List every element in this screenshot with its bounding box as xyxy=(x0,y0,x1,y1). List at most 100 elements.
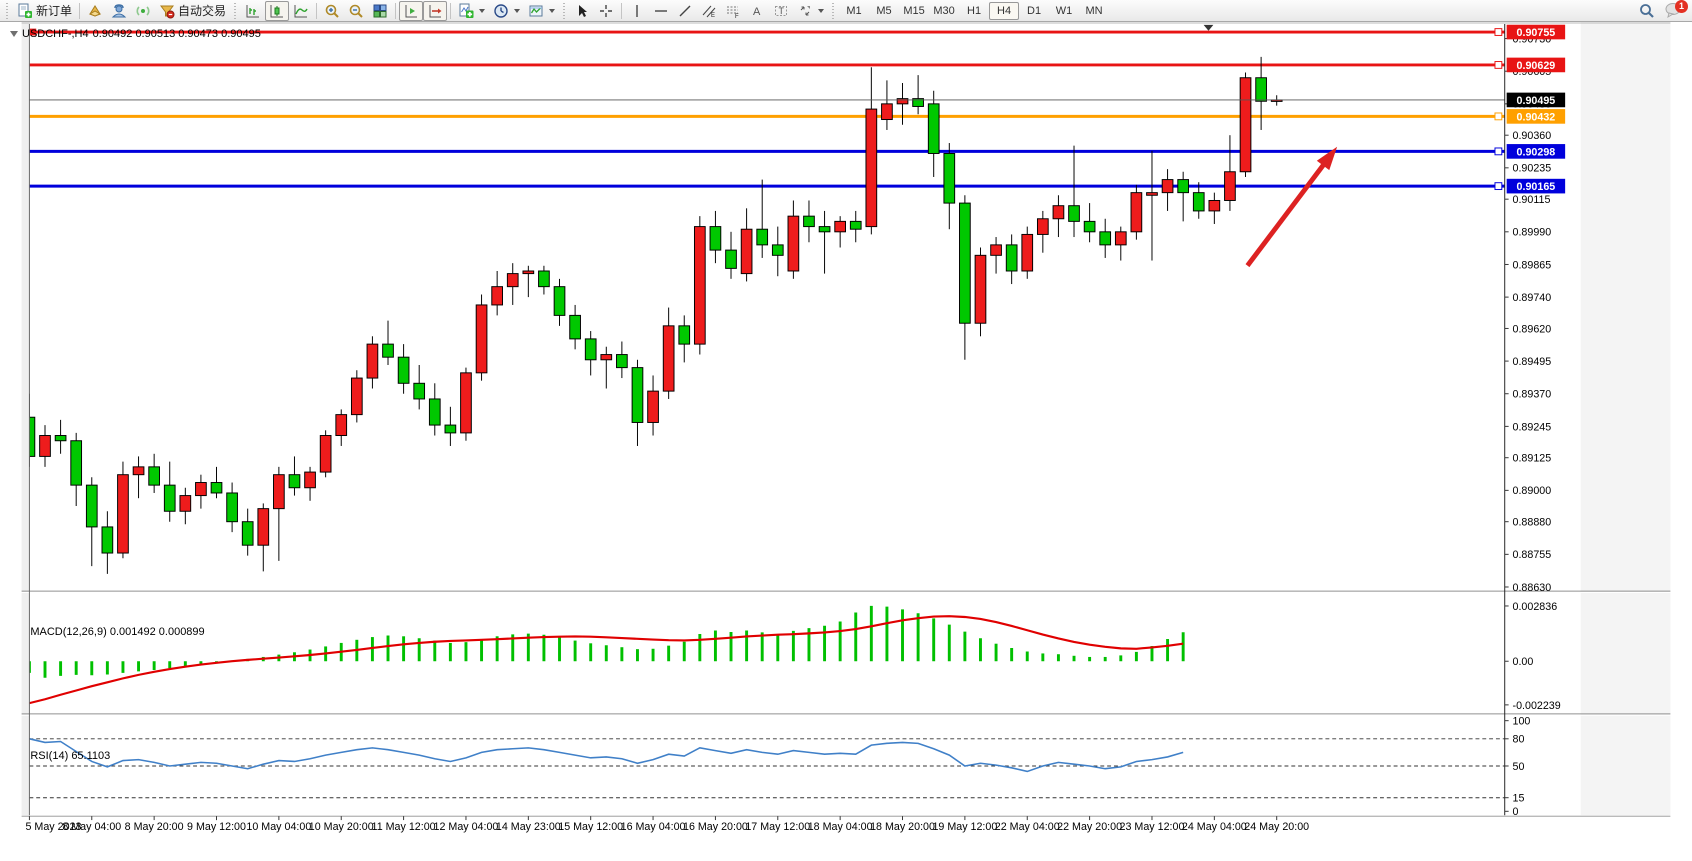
notifications-button[interactable]: 1 xyxy=(1664,0,1688,21)
svg-text:15 May 12:00: 15 May 12:00 xyxy=(558,821,623,833)
svg-text:100: 100 xyxy=(1513,716,1531,728)
svg-text:80: 80 xyxy=(1513,734,1525,746)
candle xyxy=(117,474,129,554)
timeframe-m30[interactable]: M30 xyxy=(929,2,959,20)
svg-text:0.89000: 0.89000 xyxy=(1513,485,1552,497)
zoom-out-button[interactable] xyxy=(344,1,368,21)
tile-windows-button[interactable] xyxy=(368,1,392,21)
toolbar-grip[interactable] xyxy=(562,2,568,19)
market-button[interactable] xyxy=(107,1,131,21)
timeframe-m5[interactable]: M5 xyxy=(869,2,899,20)
equidistant-channel-button[interactable]: E xyxy=(697,1,721,21)
toolbar-grip[interactable] xyxy=(831,2,837,19)
text-button[interactable]: A xyxy=(745,1,769,21)
text-label-icon: T xyxy=(775,5,788,16)
line-chart-button[interactable] xyxy=(289,1,313,21)
svg-text:0: 0 xyxy=(1513,806,1519,818)
svg-text:14 May 23:00: 14 May 23:00 xyxy=(496,821,561,833)
trendline-button[interactable] xyxy=(673,1,697,21)
timeframe-h4[interactable]: H4 xyxy=(989,1,1020,20)
signals-button[interactable] xyxy=(131,1,155,21)
candlestick-chart-button[interactable] xyxy=(265,0,290,21)
text-label-button[interactable]: T xyxy=(769,1,793,21)
search-icon[interactable] xyxy=(1638,2,1656,20)
arrows-button[interactable] xyxy=(793,1,828,21)
templates-icon xyxy=(529,5,543,16)
svg-text:0.90360: 0.90360 xyxy=(1513,130,1552,142)
toolbar-separator xyxy=(450,2,452,19)
candle xyxy=(803,215,815,228)
crosshair-button[interactable] xyxy=(594,1,618,21)
toolbar-separator xyxy=(316,2,318,19)
svg-text:8 May 04:00: 8 May 04:00 xyxy=(62,821,121,833)
timeframe-h1[interactable]: H1 xyxy=(959,2,989,20)
candles-layer xyxy=(29,56,1283,574)
timeframe-m15[interactable]: M15 xyxy=(899,2,929,20)
horizontal-line-button[interactable] xyxy=(649,1,673,21)
macd-panel xyxy=(29,605,1185,705)
chart-svg[interactable]: 0.907300.906050.904800.903600.902350.901… xyxy=(0,22,1692,861)
bar-chart-button[interactable] xyxy=(241,1,265,21)
panel-backgrounds xyxy=(21,22,1671,840)
candle xyxy=(647,390,659,423)
auto-trading-button[interactable]: 自动交易 xyxy=(155,1,230,21)
current-price-line xyxy=(29,24,1505,101)
svg-text:24 May 04:00: 24 May 04:00 xyxy=(1182,821,1247,833)
new-order-button[interactable]: 新订单 xyxy=(13,1,76,21)
svg-text:9 May 12:00: 9 May 12:00 xyxy=(187,821,246,833)
zoom-in-button[interactable] xyxy=(320,1,344,21)
toolbar-grip[interactable] xyxy=(233,2,239,19)
candle xyxy=(943,152,956,204)
candlestick-chart-icon xyxy=(270,4,284,17)
candle xyxy=(725,249,737,269)
svg-text:5 May 2023: 5 May 2023 xyxy=(26,821,82,833)
candle xyxy=(1114,231,1127,246)
periods-button[interactable] xyxy=(489,1,524,21)
timeframe-mn[interactable]: MN xyxy=(1079,2,1109,20)
horizontal-line-icon xyxy=(655,9,668,12)
timeframe-d1[interactable]: D1 xyxy=(1019,2,1049,20)
chart-canvas[interactable]: 0.907300.906050.904800.903600.902350.901… xyxy=(0,22,1692,861)
candle xyxy=(990,244,1002,256)
fibonacci-button[interactable]: F xyxy=(721,1,745,21)
candle xyxy=(54,435,67,442)
timeframe-m1[interactable]: M1 xyxy=(839,2,869,20)
svg-text:0.90432: 0.90432 xyxy=(1517,111,1556,123)
market-icon xyxy=(111,3,127,17)
metaeditor-button[interactable] xyxy=(83,1,107,21)
line-chart-icon xyxy=(294,4,308,17)
price-badges: 0.90755 0.90629 0.90432 0.90298 0.90165 0.904… xyxy=(1506,24,1566,194)
svg-text:11 May 12:00: 11 May 12:00 xyxy=(372,821,436,833)
svg-text:0.90115: 0.90115 xyxy=(1513,194,1551,206)
templates-button[interactable] xyxy=(524,1,559,21)
chart-shift-button[interactable] xyxy=(399,0,424,21)
signals-icon xyxy=(136,5,150,16)
svg-text:0.90495: 0.90495 xyxy=(1517,95,1556,107)
candle xyxy=(1005,244,1018,272)
chart-symbol-period: USDCHF-,H4 xyxy=(22,28,89,40)
candle xyxy=(382,343,394,358)
svg-text:15: 15 xyxy=(1513,793,1525,805)
candle xyxy=(241,521,254,546)
tile-windows-icon xyxy=(373,4,387,17)
chart-dropdown-marker-icon[interactable] xyxy=(10,31,18,37)
svg-text:0.89370: 0.89370 xyxy=(1513,389,1552,401)
candle xyxy=(350,377,363,416)
svg-text:10 May 20:00: 10 May 20:00 xyxy=(309,821,374,833)
templates-caret-icon xyxy=(549,8,556,13)
indicators-button[interactable] xyxy=(454,1,489,21)
toolbar-grip[interactable] xyxy=(5,2,10,19)
svg-text:A: A xyxy=(753,6,761,18)
candle xyxy=(1224,171,1236,201)
auto-scroll-button[interactable] xyxy=(423,0,448,21)
vertical-line-button[interactable] xyxy=(625,1,649,21)
candle xyxy=(366,343,379,379)
toolbar: 新订单 xyxy=(0,0,1692,22)
candle xyxy=(1146,192,1158,196)
timeframe-w1[interactable]: W1 xyxy=(1049,2,1079,20)
svg-text:0.89245: 0.89245 xyxy=(1513,421,1552,433)
cursor-button[interactable] xyxy=(570,1,594,21)
candle xyxy=(506,273,519,288)
candle xyxy=(1161,179,1174,194)
crosshair-icon xyxy=(600,4,613,17)
